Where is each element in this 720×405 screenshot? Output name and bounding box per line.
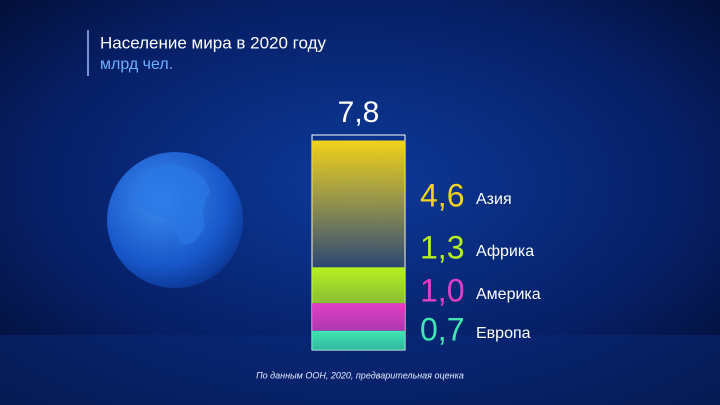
bar-segment [312,303,405,331]
value-label: 0,7 [420,311,464,347]
value-label: 1,3 [420,229,464,265]
bar-segment [312,267,405,304]
value-label: 1,0 [420,272,464,308]
series-label: Европа [476,325,531,342]
series-label: Америка [476,286,541,303]
chart-title: Население мира в 2020 году [100,33,326,52]
series-label: Азия [476,191,512,208]
source-note: По данным ООН, 2020, предварительная оце… [256,370,464,380]
total-label: 7,8 [338,96,380,129]
chart-subtitle: млрд чел. [100,56,173,73]
value-label: 4,6 [420,177,464,213]
bar-segment [312,140,405,268]
bar-segment [312,330,405,350]
series-label: Африка [476,243,534,260]
globe-continent [135,164,210,245]
